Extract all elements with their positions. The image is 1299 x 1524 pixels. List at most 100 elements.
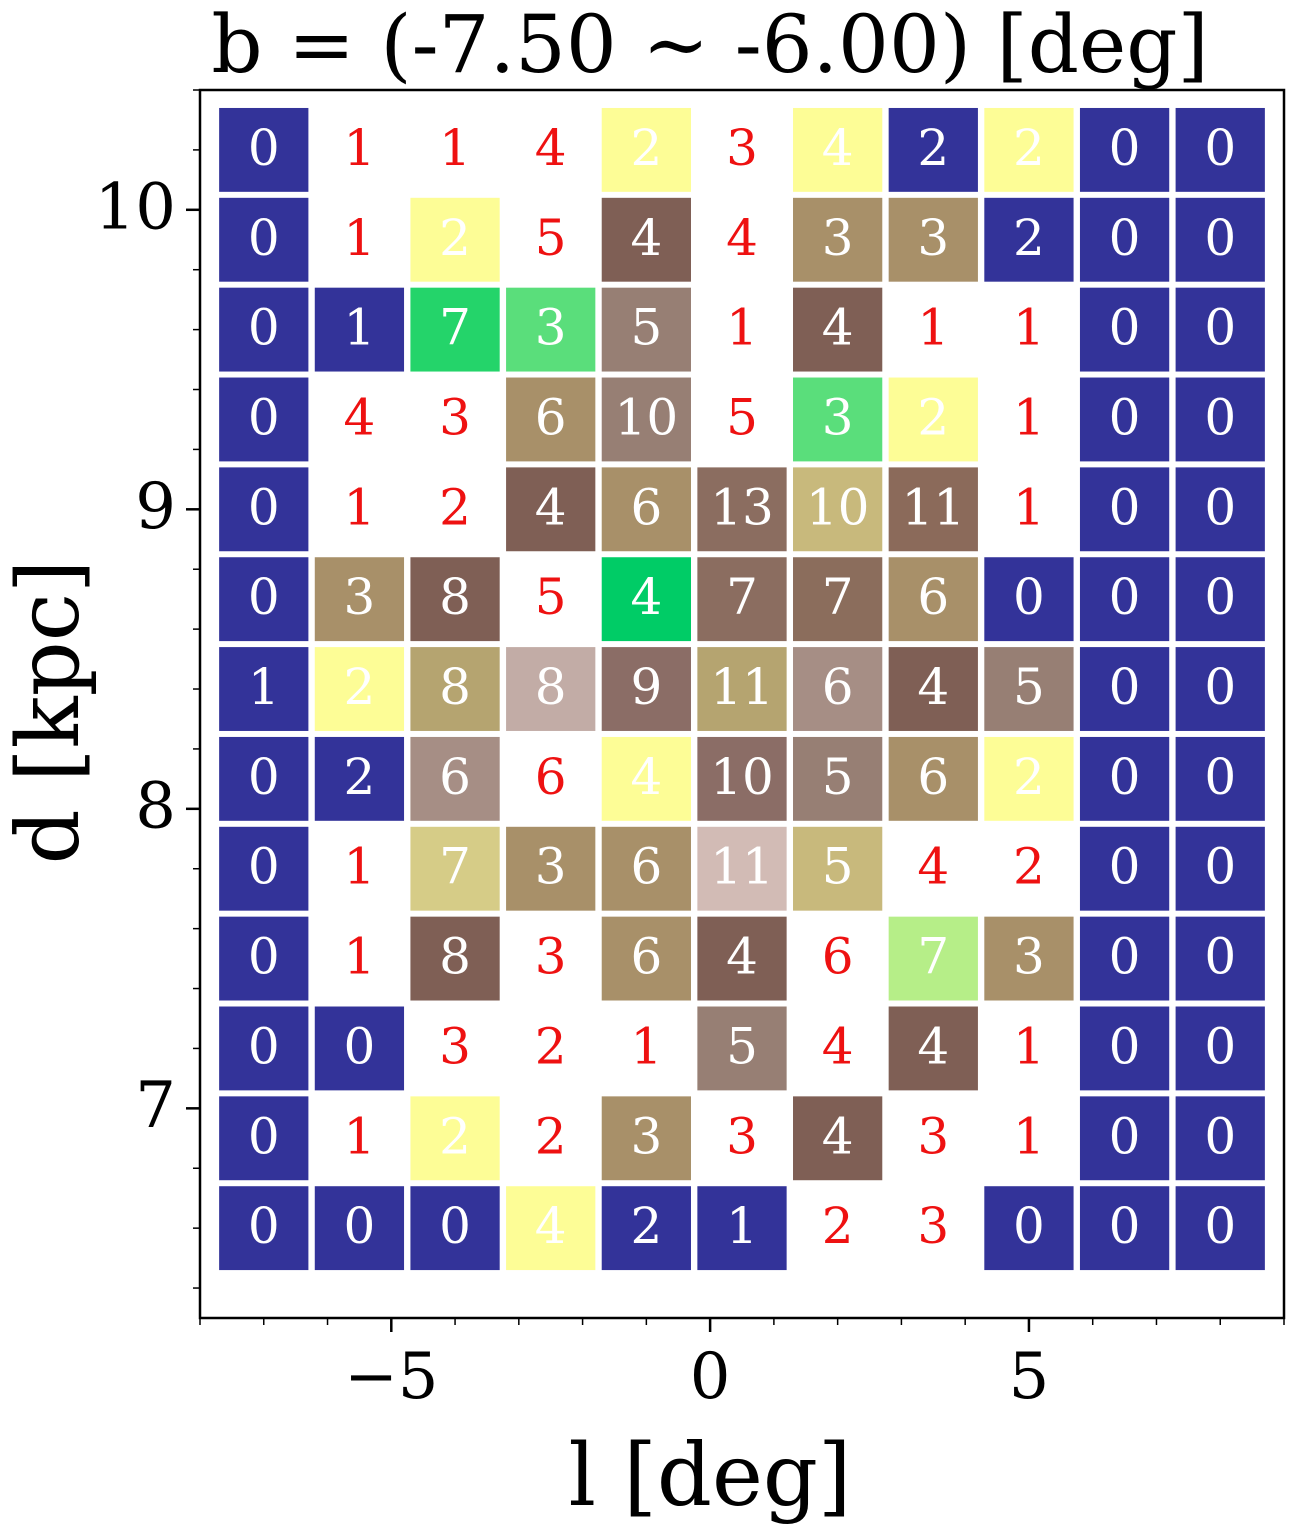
cell-count-label: 3: [822, 388, 854, 446]
cell-count-label: 4: [917, 1017, 949, 1075]
cell-count-label: 1: [1013, 478, 1045, 536]
cell-count-label: 0: [1204, 119, 1236, 177]
cell-count-label: 0: [1204, 928, 1236, 986]
heatmap-cell: [1079, 916, 1170, 1001]
heatmap-cell: [697, 1006, 787, 1091]
cell-count-label: 5: [822, 838, 854, 896]
heatmap-cell: [601, 557, 691, 642]
cell-count-label: 0: [1204, 209, 1236, 267]
heatmap-cell: [219, 557, 309, 642]
heatmap-cell: [1175, 287, 1265, 372]
cell-count-label: 6: [917, 748, 949, 806]
heatmap-cell: [219, 1186, 309, 1271]
heatmap-cell: [219, 1006, 309, 1091]
cell-count-label: 0: [248, 1017, 280, 1075]
heatmap-cells: 0 1 1 4 2 3 4 2 2 0 00 1 2 5 4 4 3 3 2 0 00 1 7 3 5 1 4 1 1 0 00 4 3 6 10 5…: [219, 107, 1265, 1271]
heatmap-cell: [219, 647, 309, 731]
heatmap-cell: [888, 467, 978, 552]
cell-count-label: 1: [344, 928, 376, 986]
cell-count-label: 1: [248, 658, 280, 716]
cell-count-label: 0: [1109, 388, 1141, 446]
heatmap-cell: [1175, 557, 1265, 642]
cell-count-label: 1: [344, 299, 376, 357]
cell-count-label: 4: [630, 748, 662, 806]
cell-count-label: 0: [1013, 1197, 1045, 1255]
heatmap-cell: [984, 647, 1074, 731]
cell-count-label: 0: [1109, 1107, 1141, 1165]
cell-count-label: 1: [917, 299, 949, 357]
cell-count-label: 0: [1204, 1197, 1236, 1255]
cell-count-label: 0: [248, 1197, 280, 1255]
x-axis-ticks: −5 0 5: [199, 1318, 1285, 1414]
cell-count-label: 4: [726, 209, 758, 267]
heatmap-cell: [1079, 467, 1170, 552]
cell-count-label: 3: [1013, 928, 1045, 986]
cell-count-label: 1: [630, 1017, 662, 1075]
cell-count-label: 9: [630, 658, 662, 716]
heatmap-cell: [1079, 736, 1170, 821]
cell-count-label: 6: [439, 748, 471, 806]
cell-count-label: 10: [615, 388, 679, 446]
heatmap-cell: [314, 1006, 405, 1091]
cell-count-label: 5: [1013, 658, 1045, 716]
heatmap-cell: [601, 197, 691, 282]
cell-count-label: 2: [535, 1017, 567, 1075]
heatmap-cell: [1079, 826, 1170, 911]
cell-count-label: 5: [726, 388, 758, 446]
heatmap-cell: [697, 557, 787, 642]
heatmap-cell: [793, 736, 883, 821]
heatmap-cell: [697, 736, 787, 821]
cell-count-label: 0: [248, 928, 280, 986]
cell-count-label: 1: [1013, 1107, 1045, 1165]
heatmap-cell: [601, 377, 691, 462]
heatmap-cell: [601, 107, 691, 192]
cell-count-label: 0: [1109, 119, 1141, 177]
heatmap-cell: [1175, 826, 1265, 911]
cell-count-label: 0: [1109, 838, 1141, 896]
cell-count-label: 2: [1013, 119, 1045, 177]
cell-count-label: 0: [1204, 478, 1236, 536]
heatmap-cell: [410, 287, 500, 372]
heatmap-cell: [601, 736, 691, 821]
heatmap-cell: [1175, 647, 1265, 731]
heatmap-cell: [793, 197, 883, 282]
cell-count-label: 0: [1109, 928, 1141, 986]
heatmap-cell: [1079, 287, 1170, 372]
cell-count-label: 4: [917, 658, 949, 716]
cell-count-label: 0: [344, 1017, 376, 1075]
heatmap-cell: [601, 647, 691, 731]
cell-count-label: 6: [630, 928, 662, 986]
heatmap-cell: [410, 197, 500, 282]
heatmap-cell: [793, 647, 883, 731]
cell-count-label: 0: [344, 1197, 376, 1255]
x-axis-label: l [deg]: [569, 1426, 852, 1524]
cell-count-label: 0: [1109, 209, 1141, 267]
cell-count-label: 5: [535, 568, 567, 626]
heatmap-cell: [793, 557, 883, 642]
y-tick-label: 9: [135, 470, 176, 544]
heatmap-cell: [410, 1096, 500, 1181]
heatmap-cell: [219, 107, 309, 192]
cell-count-label: 3: [439, 1017, 471, 1075]
y-axis-label: d [kpc]: [0, 560, 99, 865]
cell-count-label: 6: [822, 928, 854, 986]
cell-count-label: 2: [917, 119, 949, 177]
cell-count-label: 1: [344, 119, 376, 177]
heatmap-cell: [888, 647, 978, 731]
cell-count-label: 0: [1204, 388, 1236, 446]
heatmap-cell: [410, 1186, 500, 1271]
heatmap-cell: [793, 826, 883, 911]
cell-count-label: 0: [248, 478, 280, 536]
heatmap-cell: [506, 287, 596, 372]
heatmap-cell: [888, 197, 978, 282]
cell-count-label: 3: [344, 568, 376, 626]
cell-count-label: 0: [1109, 1197, 1141, 1255]
heatmap-cell: [1079, 647, 1170, 731]
cell-count-label: 8: [439, 928, 471, 986]
cell-count-label: 6: [630, 478, 662, 536]
heatmap-cell: [1175, 377, 1265, 462]
heatmap-cell: [506, 647, 596, 731]
cell-count-label: 6: [630, 838, 662, 896]
heatmap-cell: [219, 287, 309, 372]
